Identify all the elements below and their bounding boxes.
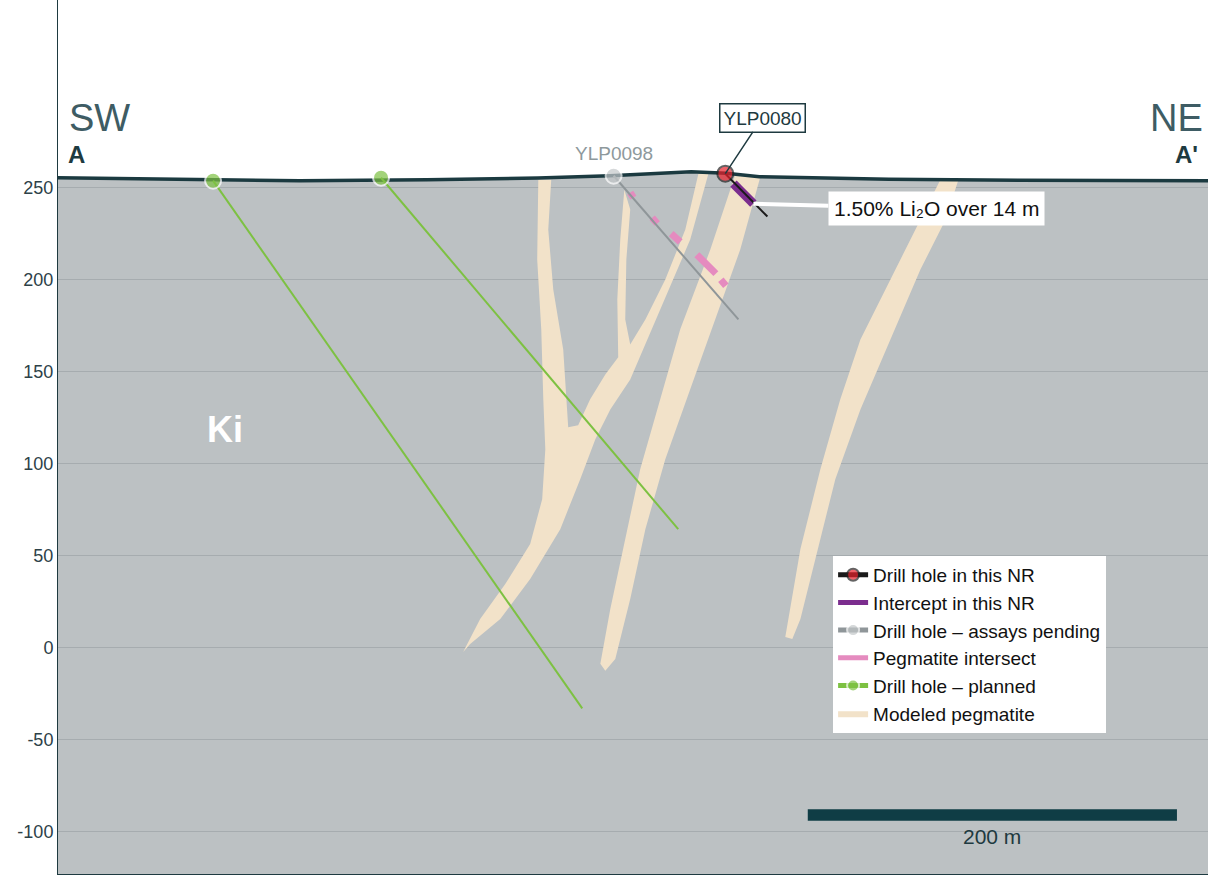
svg-text:Pegmatite intersect: Pegmatite intersect <box>873 648 1036 669</box>
svg-text:0: 0 <box>43 638 53 658</box>
svg-text:YLP0080: YLP0080 <box>724 108 802 129</box>
svg-text:Drill hole – assays pending: Drill hole – assays pending <box>873 621 1100 642</box>
svg-text:Intercept in this NR: Intercept in this NR <box>873 593 1035 614</box>
svg-text:NE: NE <box>1150 97 1203 139</box>
svg-text:200 m: 200 m <box>963 825 1021 848</box>
svg-text:SW: SW <box>69 97 130 139</box>
svg-text:50: 50 <box>33 546 53 566</box>
svg-text:100: 100 <box>23 454 53 474</box>
svg-text:Drill hole in this NR: Drill hole in this NR <box>873 565 1035 586</box>
svg-text:1.50% Li₂O over 14 m: 1.50% Li₂O over 14 m <box>834 197 1039 220</box>
svg-text:250: 250 <box>23 178 53 198</box>
svg-text:YLP0098: YLP0098 <box>575 143 653 164</box>
svg-text:A': A' <box>1175 141 1198 168</box>
svg-text:-50: -50 <box>27 730 53 750</box>
svg-text:200: 200 <box>23 270 53 290</box>
svg-text:Ki: Ki <box>207 409 243 450</box>
svg-text:A: A <box>68 141 85 168</box>
svg-text:Modeled pegmatite: Modeled pegmatite <box>873 704 1035 725</box>
svg-text:-100: -100 <box>17 822 53 842</box>
svg-text:150: 150 <box>23 362 53 382</box>
svg-text:Drill hole – planned: Drill hole – planned <box>873 676 1036 697</box>
